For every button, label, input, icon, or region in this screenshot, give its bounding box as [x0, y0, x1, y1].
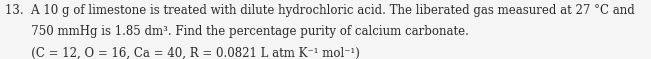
Text: 750 mmHg is 1.85 dm³. Find the percentage purity of calcium carbonate.: 750 mmHg is 1.85 dm³. Find the percentag… — [5, 25, 469, 38]
Text: 13.  A 10 g of limestone is treated with dilute hydrochloric acid. The liberated: 13. A 10 g of limestone is treated with … — [5, 4, 635, 17]
Text: (C = 12, O = 16, Ca = 40, R = 0.0821 L atm K⁻¹ mol⁻¹): (C = 12, O = 16, Ca = 40, R = 0.0821 L a… — [5, 47, 360, 59]
